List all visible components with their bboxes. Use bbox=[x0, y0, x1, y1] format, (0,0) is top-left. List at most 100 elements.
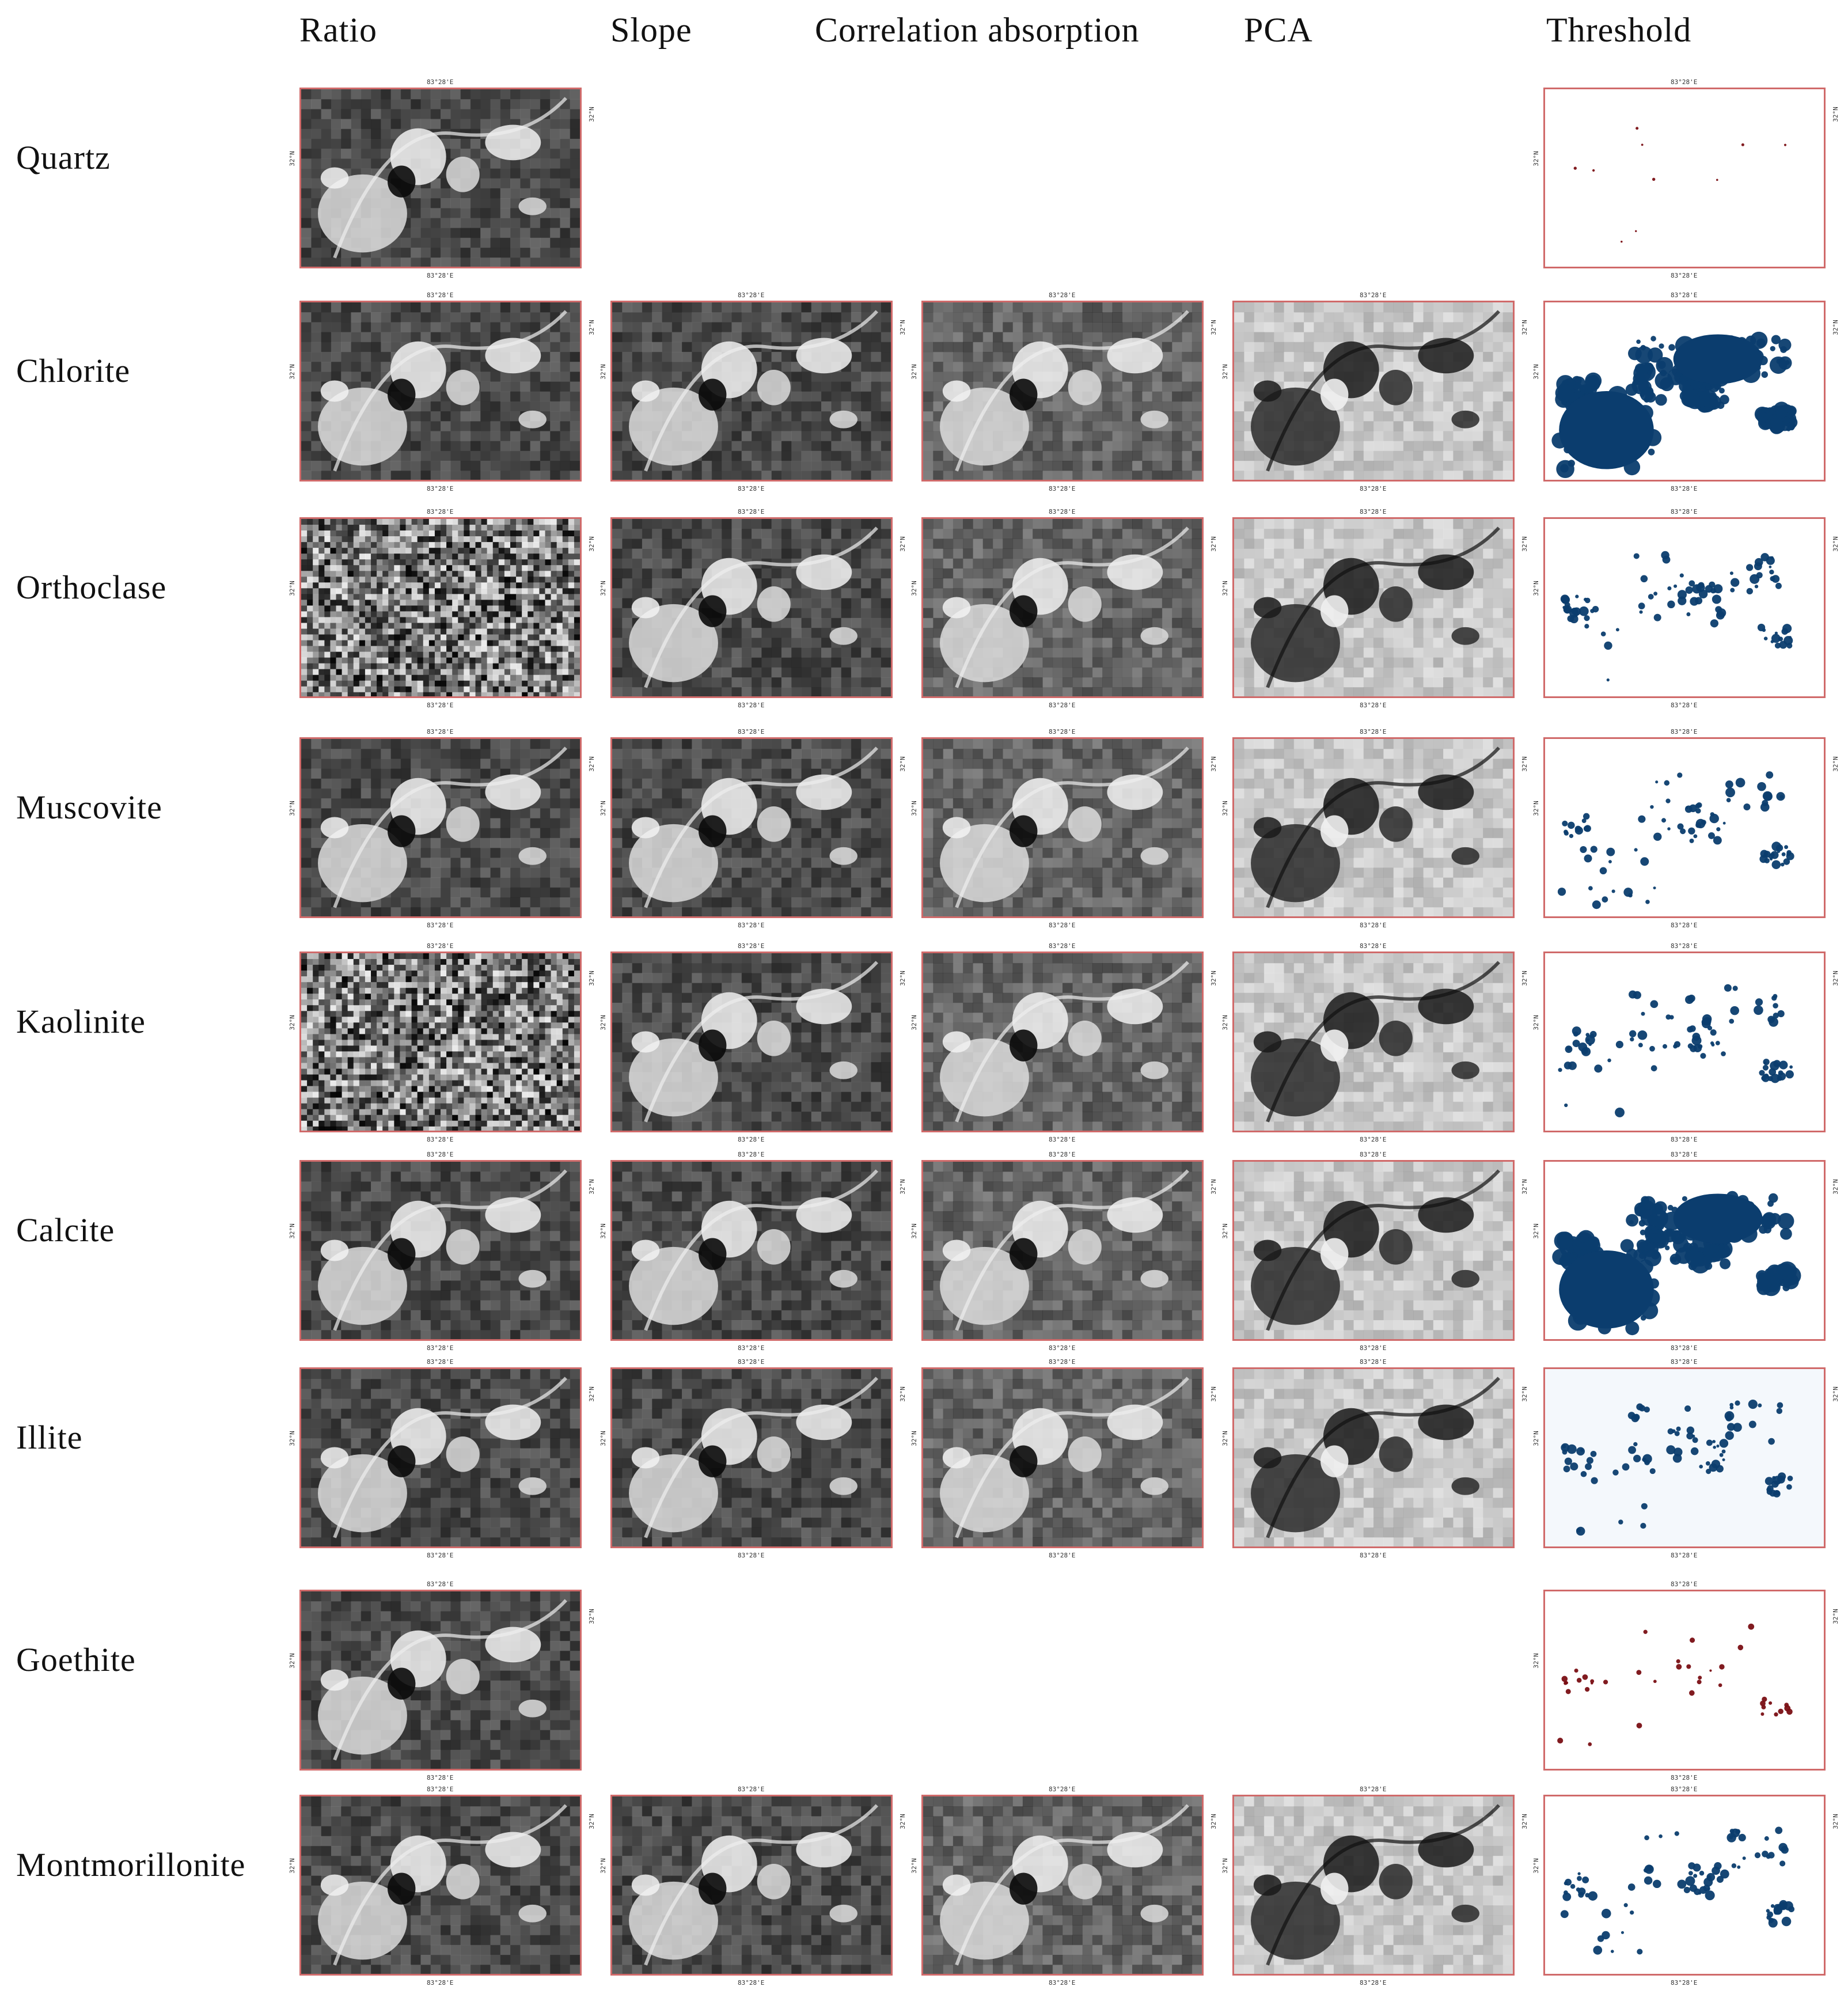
longitude-label-bottom: 83°28'E bbox=[1671, 485, 1698, 492]
longitude-label-top: 83°28'E bbox=[1360, 942, 1387, 950]
latitude-label-left: 32°N bbox=[1532, 1653, 1540, 1669]
longitude-label-top: 83°28'E bbox=[1360, 1358, 1387, 1366]
map-panel-muscovite-threshold bbox=[1543, 737, 1826, 918]
latitude-label-left: 32°N bbox=[288, 364, 296, 380]
latitude-label-left: 32°N bbox=[1532, 581, 1540, 596]
map-image bbox=[301, 1796, 580, 1974]
latitude-label-right: 32°N bbox=[587, 1814, 595, 1829]
latitude-label-left: 32°N bbox=[1532, 1431, 1540, 1446]
longitude-label-top: 83°28'E bbox=[1671, 291, 1698, 299]
column-header-pca: PCA bbox=[1244, 11, 1313, 49]
latitude-label-right: 32°N bbox=[898, 320, 906, 335]
longitude-label-bottom: 83°28'E bbox=[427, 1979, 454, 1987]
latitude-label-left: 32°N bbox=[1532, 1015, 1540, 1030]
latitude-label-left: 32°N bbox=[1221, 364, 1229, 380]
map-panel-calcite-ratio bbox=[299, 1160, 582, 1341]
row-label-muscovite: Muscovite bbox=[16, 788, 162, 826]
latitude-label-right: 32°N bbox=[1520, 536, 1528, 552]
latitude-label-right: 32°N bbox=[587, 1609, 595, 1624]
latitude-label-left: 32°N bbox=[599, 801, 607, 816]
longitude-label-bottom: 83°28'E bbox=[1360, 702, 1387, 709]
map-image bbox=[301, 89, 580, 267]
map-panel-goethite-threshold bbox=[1543, 1590, 1826, 1771]
map-panel-chlorite-correlation-absorption bbox=[921, 301, 1204, 482]
longitude-label-bottom: 83°28'E bbox=[1049, 1136, 1076, 1143]
longitude-label-bottom: 83°28'E bbox=[1671, 1552, 1698, 1559]
map-panel-kaolinite-threshold bbox=[1543, 951, 1826, 1132]
latitude-label-left: 32°N bbox=[1532, 1858, 1540, 1874]
longitude-label-top: 83°28'E bbox=[738, 291, 765, 299]
map-panel-muscovite-slope bbox=[610, 737, 893, 918]
map-panel-montmorillonite-ratio bbox=[299, 1795, 582, 1976]
map-panel-muscovite-ratio bbox=[299, 737, 582, 918]
longitude-label-top: 83°28'E bbox=[1049, 728, 1076, 736]
latitude-label-left: 32°N bbox=[288, 1015, 296, 1030]
longitude-label-bottom: 83°28'E bbox=[1671, 1136, 1698, 1143]
latitude-label-left: 32°N bbox=[288, 151, 296, 166]
longitude-label-top: 83°28'E bbox=[427, 1358, 454, 1366]
map-panel-muscovite-correlation-absorption bbox=[921, 737, 1204, 918]
latitude-label-right: 32°N bbox=[898, 1386, 906, 1402]
latitude-label-right: 32°N bbox=[898, 536, 906, 552]
latitude-label-left: 32°N bbox=[288, 1653, 296, 1669]
map-panel-muscovite-pca bbox=[1232, 737, 1515, 918]
latitude-label-left: 32°N bbox=[288, 801, 296, 816]
longitude-label-top: 83°28'E bbox=[1671, 1580, 1698, 1588]
longitude-label-bottom: 83°28'E bbox=[1671, 1774, 1698, 1781]
map-panel-kaolinite-ratio bbox=[299, 951, 582, 1132]
map-panel-chlorite-ratio bbox=[299, 301, 582, 482]
longitude-label-top: 83°28'E bbox=[1049, 291, 1076, 299]
map-image bbox=[1545, 519, 1824, 696]
map-image bbox=[301, 1369, 580, 1546]
longitude-label-top: 83°28'E bbox=[1049, 1151, 1076, 1158]
longitude-label-bottom: 83°28'E bbox=[738, 1979, 765, 1987]
longitude-label-bottom: 83°28'E bbox=[1360, 1136, 1387, 1143]
longitude-label-top: 83°28'E bbox=[1360, 291, 1387, 299]
longitude-label-top: 83°28'E bbox=[1049, 508, 1076, 515]
map-panel-orthoclase-pca bbox=[1232, 517, 1515, 698]
column-header-correlation-absorption: Correlation absorption bbox=[815, 11, 1140, 49]
latitude-label-left: 32°N bbox=[288, 1223, 296, 1239]
latitude-label-left: 32°N bbox=[1532, 1223, 1540, 1239]
longitude-label-top: 83°28'E bbox=[1671, 942, 1698, 950]
longitude-label-bottom: 83°28'E bbox=[427, 1552, 454, 1559]
latitude-label-left: 32°N bbox=[1532, 801, 1540, 816]
latitude-label-right: 32°N bbox=[587, 536, 595, 552]
longitude-label-bottom: 83°28'E bbox=[738, 922, 765, 929]
map-panel-calcite-threshold bbox=[1543, 1160, 1826, 1341]
latitude-label-right: 32°N bbox=[898, 971, 906, 986]
longitude-label-top: 83°28'E bbox=[1360, 1151, 1387, 1158]
longitude-label-bottom: 83°28'E bbox=[427, 485, 454, 492]
map-panel-chlorite-threshold bbox=[1543, 301, 1826, 482]
longitude-label-bottom: 83°28'E bbox=[1049, 485, 1076, 492]
map-image bbox=[301, 1591, 580, 1769]
map-image bbox=[301, 302, 580, 480]
map-panel-montmorillonite-slope bbox=[610, 1795, 893, 1976]
map-image bbox=[1234, 953, 1513, 1131]
latitude-label-right: 32°N bbox=[1831, 107, 1839, 122]
longitude-label-top: 83°28'E bbox=[1360, 1785, 1387, 1793]
latitude-label-right: 32°N bbox=[587, 971, 595, 986]
latitude-label-right: 32°N bbox=[1831, 971, 1839, 986]
latitude-label-left: 32°N bbox=[910, 801, 918, 816]
latitude-label-right: 32°N bbox=[1831, 1179, 1839, 1195]
longitude-label-top: 83°28'E bbox=[738, 942, 765, 950]
map-image bbox=[1545, 1162, 1824, 1339]
map-panel-montmorillonite-threshold bbox=[1543, 1795, 1826, 1976]
row-label-kaolinite: Kaolinite bbox=[16, 1003, 146, 1040]
map-image bbox=[612, 1162, 891, 1339]
longitude-label-bottom: 83°28'E bbox=[427, 1344, 454, 1352]
latitude-label-right: 32°N bbox=[1831, 1814, 1839, 1829]
row-label-montmorillonite: Montmorillonite bbox=[16, 1846, 246, 1883]
map-image bbox=[1545, 89, 1824, 267]
map-image bbox=[301, 953, 580, 1131]
map-panel-calcite-pca bbox=[1232, 1160, 1515, 1341]
longitude-label-top: 83°28'E bbox=[1360, 728, 1387, 736]
map-image bbox=[301, 1162, 580, 1339]
map-image bbox=[1545, 302, 1824, 480]
latitude-label-right: 32°N bbox=[1209, 536, 1217, 552]
longitude-label-bottom: 83°28'E bbox=[1049, 1344, 1076, 1352]
latitude-label-left: 32°N bbox=[1221, 1858, 1229, 1874]
longitude-label-top: 83°28'E bbox=[738, 1358, 765, 1366]
latitude-label-left: 32°N bbox=[910, 1431, 918, 1446]
